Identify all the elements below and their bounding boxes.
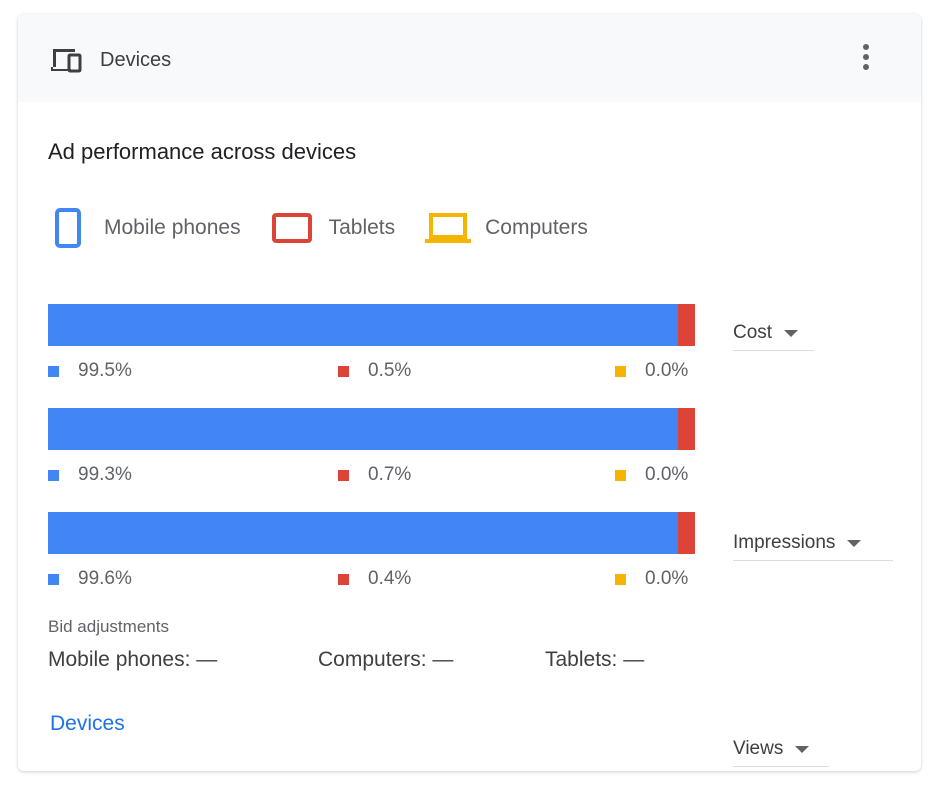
- bar-row-impressions: 99.3% 0.7% 0.0% Impressions: [48, 408, 893, 561]
- legend-square: [48, 573, 59, 585]
- legend-square: [615, 365, 626, 377]
- metric-label: Impressions: [733, 532, 836, 553]
- legend-mobile: Mobile phones: [104, 216, 241, 239]
- bar-row-cost: 99.5% 0.5% 0.0% Cost: [48, 304, 814, 381]
- value-label: 0.0%: [615, 360, 688, 382]
- stacked-bar: [48, 304, 695, 346]
- legend-tablets: Tablets: [328, 216, 396, 239]
- bid-mobile: Mobile phones: —: [48, 648, 218, 671]
- legend-square: [338, 365, 349, 377]
- more-vert-icon[interactable]: [861, 42, 871, 76]
- value-label: 0.0%: [615, 464, 688, 486]
- laptop-icon: [425, 213, 472, 243]
- legend: Mobile phones Tablets Computers: [54, 208, 618, 248]
- legend-square: [338, 573, 349, 585]
- bar-segment-mobile-phones: [48, 512, 678, 554]
- bid-adjustments-title: Bid adjustments: [48, 617, 169, 636]
- legend-square: [48, 365, 59, 377]
- value-label: 99.5%: [48, 360, 132, 382]
- value-text: 0.0%: [645, 360, 689, 381]
- bar-segment-tablets: [678, 304, 695, 346]
- legend-square: [615, 469, 626, 481]
- value-text: 99.6%: [78, 568, 132, 589]
- metric-dropdown-views[interactable]: Views: [733, 738, 829, 767]
- value-label: 0.4%: [338, 568, 411, 590]
- card-header: Devices: [18, 14, 921, 102]
- bar-segment-tablets: [678, 408, 695, 450]
- value-text: 0.4%: [368, 568, 412, 589]
- bar-segment-mobile-phones: [48, 304, 678, 346]
- value-label: 0.5%: [338, 360, 411, 382]
- legend-computers: Computers: [485, 216, 588, 239]
- bar-segment-tablets: [678, 512, 695, 554]
- card-title: Devices: [100, 49, 172, 71]
- phone-icon: [55, 208, 81, 248]
- value-label: 99.3%: [48, 464, 132, 486]
- dropdown-arrow-icon: [784, 329, 799, 337]
- value-label: 0.7%: [338, 464, 411, 486]
- legend-square: [615, 573, 626, 585]
- value-text: 99.3%: [78, 464, 132, 485]
- value-text: 0.0%: [645, 568, 689, 589]
- bid-computers: Computers: —: [318, 648, 454, 671]
- stacked-bar: [48, 512, 695, 554]
- value-text: 0.5%: [368, 360, 412, 381]
- metric-label: Cost: [733, 322, 773, 343]
- value-text: 0.7%: [368, 464, 412, 485]
- metric-dropdown-cost[interactable]: Cost: [733, 322, 814, 351]
- legend-square: [48, 469, 59, 481]
- bid-tablets: Tablets: —: [545, 648, 645, 671]
- devices-icon: [51, 49, 82, 73]
- bar-row-views: 99.6% 0.4% 0.0% Views: [48, 512, 829, 767]
- dropdown-arrow-icon: [795, 745, 810, 753]
- devices-card: Devices Ad performance across devices Mo…: [18, 14, 921, 771]
- chart-subtitle: Ad performance across devices: [48, 139, 357, 164]
- value-label: 0.0%: [615, 568, 688, 590]
- metric-dropdown-impressions[interactable]: Impressions: [733, 532, 893, 561]
- bar-segment-mobile-phones: [48, 408, 678, 450]
- devices-link[interactable]: Devices: [50, 712, 125, 735]
- value-text: 0.0%: [645, 464, 689, 485]
- value-label: 99.6%: [48, 568, 132, 590]
- dropdown-arrow-icon: [847, 539, 862, 547]
- tablet-icon: [271, 213, 312, 243]
- legend-square: [338, 469, 349, 481]
- metric-label: Views: [733, 738, 784, 759]
- value-text: 99.5%: [78, 360, 132, 381]
- stacked-bar: [48, 408, 695, 450]
